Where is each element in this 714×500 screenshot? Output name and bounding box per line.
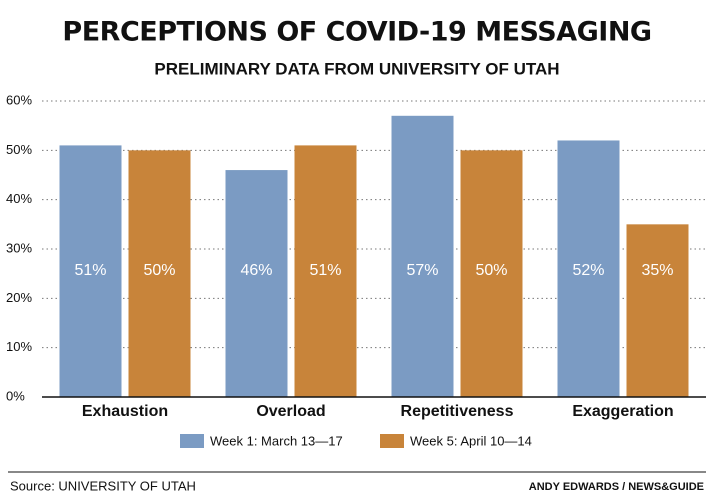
y-tick-label: 40% — [6, 191, 32, 206]
y-tick-label: 60% — [6, 92, 32, 107]
chart-title: PERCEPTIONS OF COVID-19 MESSAGING — [62, 17, 651, 48]
x-tick-label: Overload — [256, 403, 325, 420]
bar — [557, 140, 620, 397]
credit: ANDY EDWARDS / NEWS&GUIDE — [529, 481, 704, 493]
value-label: 51% — [74, 262, 106, 279]
value-label: 50% — [475, 262, 507, 279]
y-tick-label: 0% — [6, 388, 25, 403]
x-tick-label: Repetitiveness — [401, 403, 514, 420]
y-tick-label: 30% — [6, 240, 32, 255]
value-label: 51% — [309, 262, 341, 279]
y-tick-label: 10% — [6, 339, 32, 354]
legend-label: Week 5: April 10—14 — [410, 433, 532, 448]
value-label: 46% — [240, 262, 272, 279]
legend-label: Week 1: March 13—17 — [210, 433, 343, 448]
source: Source: UNIVERSITY OF UTAH — [10, 478, 196, 493]
bar — [626, 224, 689, 397]
chart-subtitle: PRELIMINARY DATA FROM UNIVERSITY OF UTAH — [154, 59, 559, 78]
bar — [460, 150, 523, 397]
y-tick-label: 50% — [6, 142, 32, 157]
bar — [225, 170, 288, 397]
legend-swatch — [180, 434, 204, 448]
bar — [391, 115, 454, 398]
value-label: 50% — [143, 262, 175, 279]
bar — [294, 145, 357, 397]
value-label: 35% — [641, 262, 673, 279]
bar — [59, 145, 122, 397]
value-label: 57% — [406, 262, 438, 279]
bar — [128, 150, 191, 397]
x-tick-label: Exhaustion — [82, 403, 168, 420]
value-label: 52% — [572, 262, 604, 279]
legend-swatch — [380, 434, 404, 448]
x-tick-label: Exaggeration — [572, 403, 673, 420]
y-tick-label: 20% — [6, 290, 32, 305]
